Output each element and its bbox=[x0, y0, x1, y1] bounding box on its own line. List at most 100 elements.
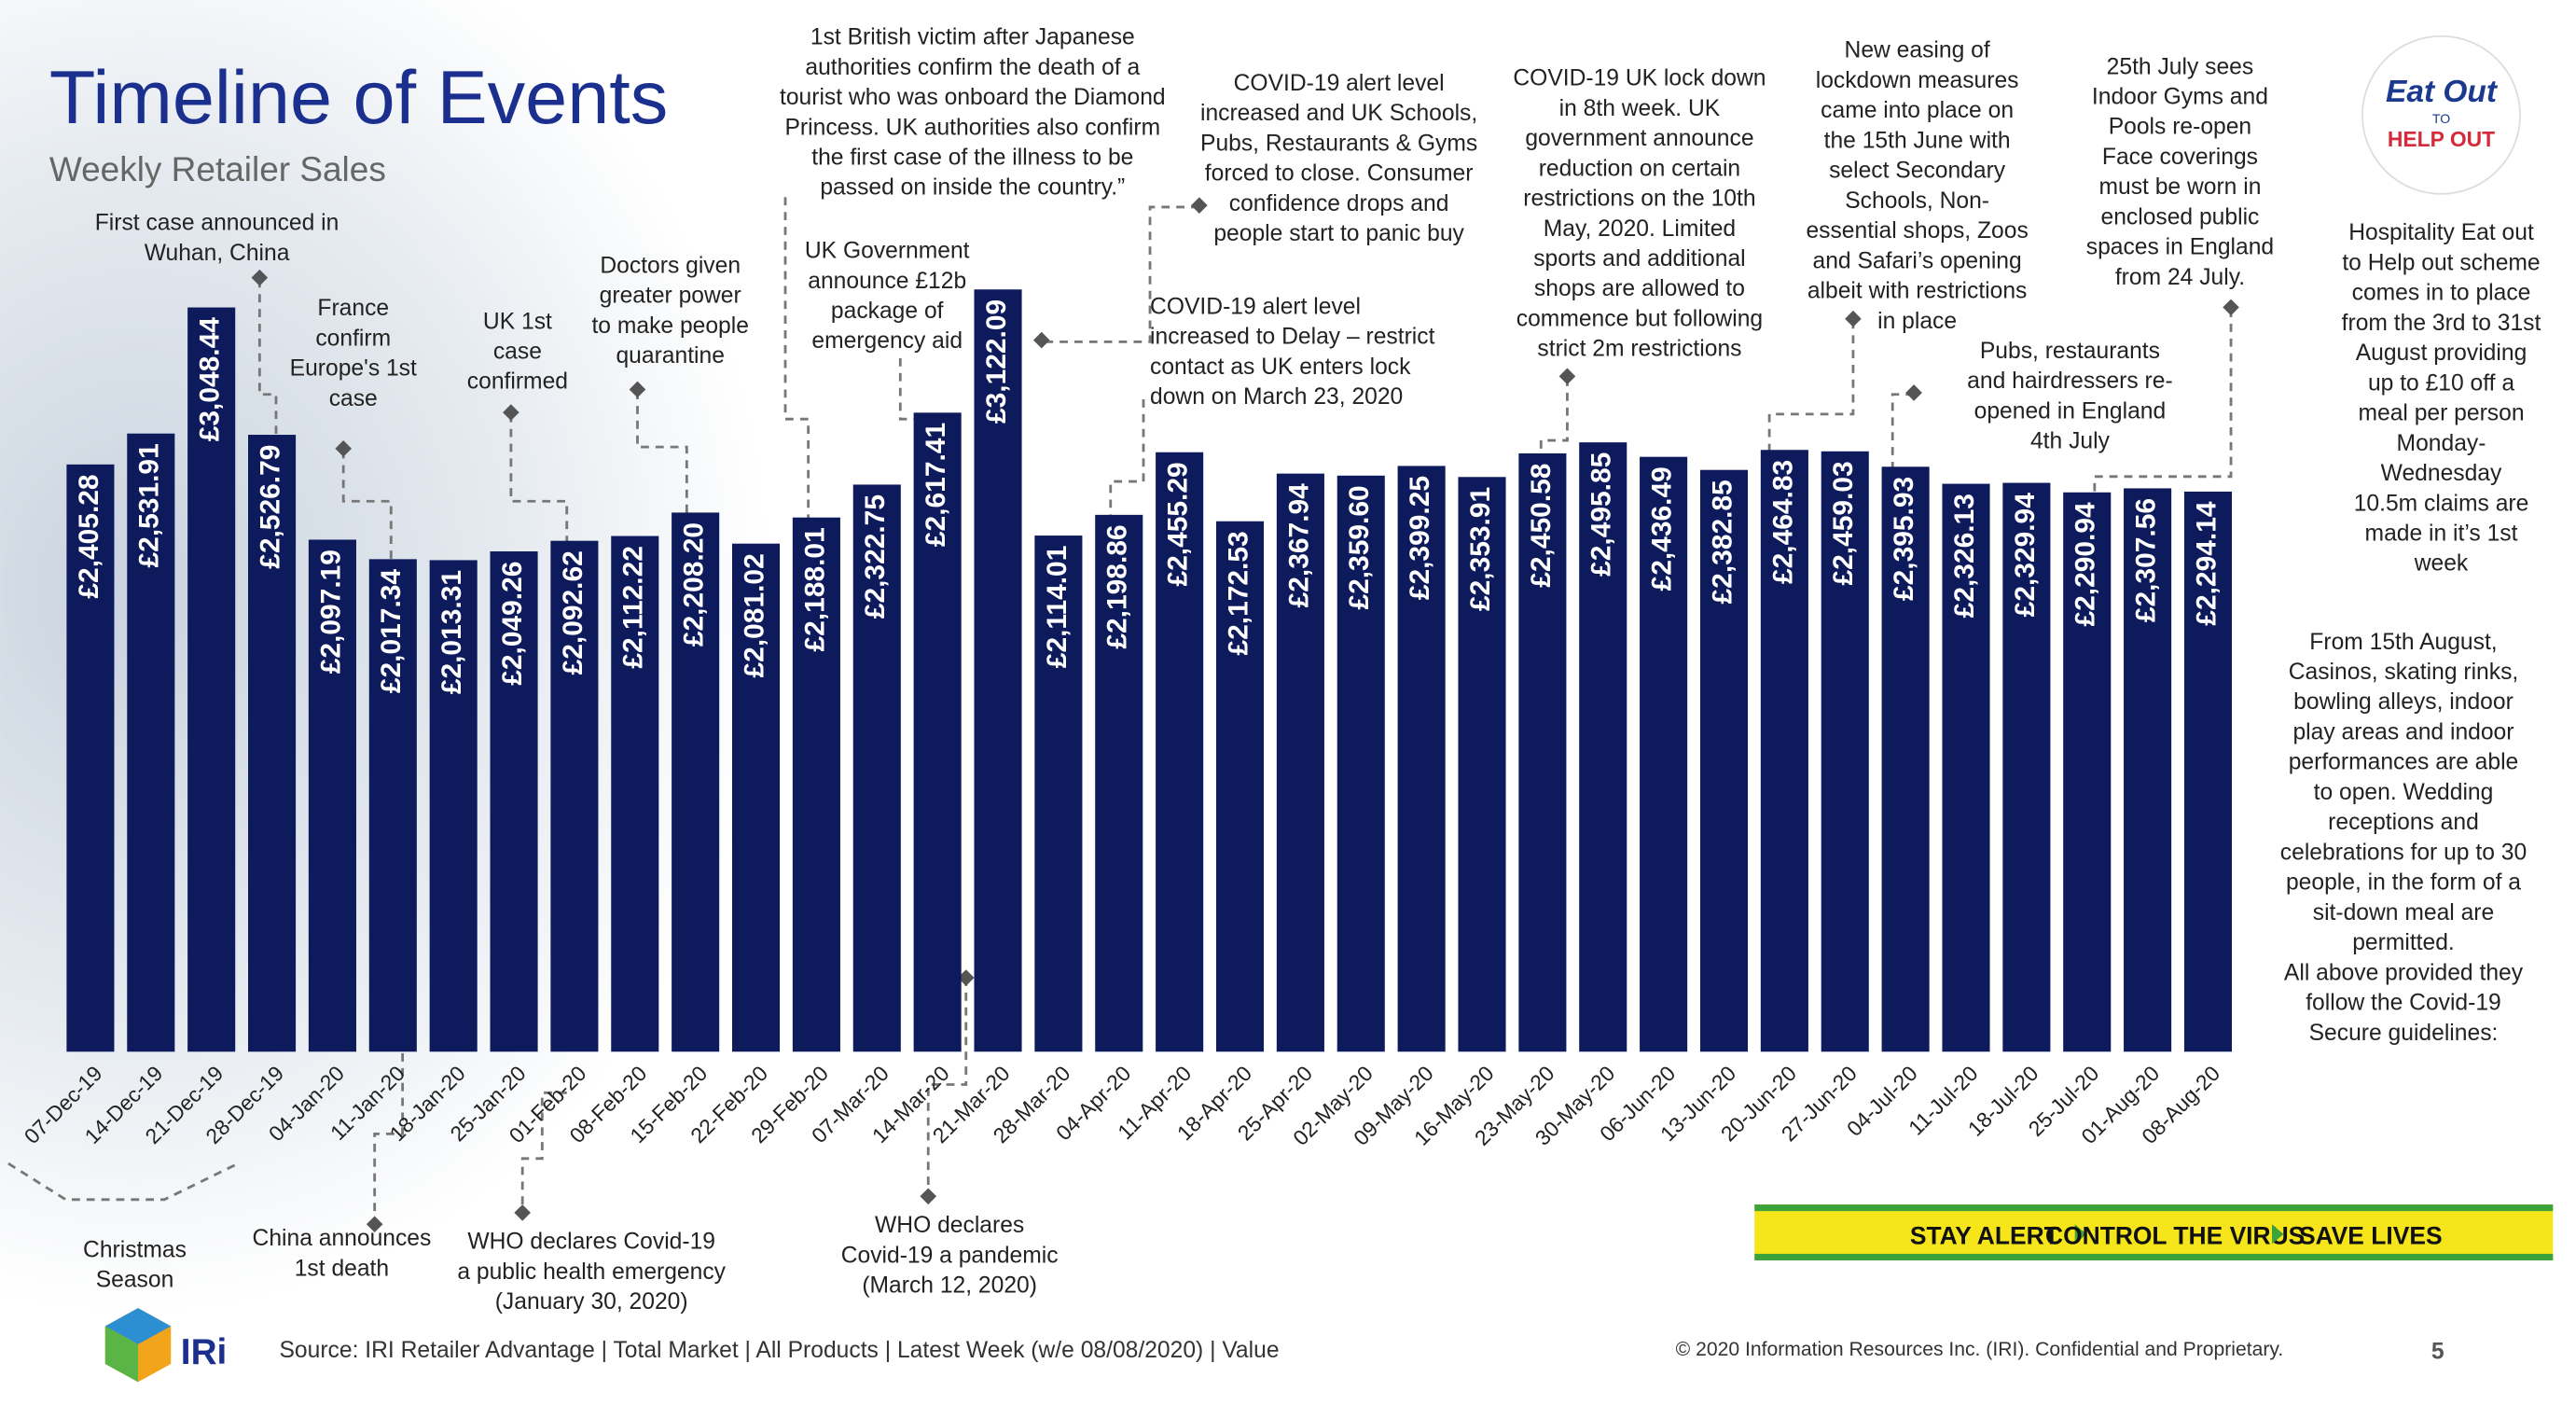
bar bbox=[1760, 450, 1808, 1052]
annotation-line: commence but following bbox=[1517, 306, 1763, 331]
copyright: © 2020 Information Resources Inc. (IRI).… bbox=[1676, 1339, 2284, 1360]
banner-text: STAY ALERT bbox=[1910, 1221, 2059, 1249]
bar bbox=[248, 435, 297, 1052]
bar bbox=[1034, 536, 1083, 1052]
annotation-line: (March 12, 2020) bbox=[862, 1273, 1037, 1299]
banner: STAY ALERT CONTROL THE VIRUS SAVE LIVES bbox=[1754, 1204, 2554, 1260]
value-label: £2,017.34 bbox=[376, 569, 407, 694]
value-label: £2,013.31 bbox=[436, 570, 467, 694]
annotation-line: (January 30, 2020) bbox=[495, 1289, 688, 1315]
annotation-line: essential shops, Zoos bbox=[1806, 218, 2028, 243]
bar bbox=[1156, 452, 1204, 1052]
value-label: £2,307.56 bbox=[2131, 498, 2162, 622]
value-label: £2,112.22 bbox=[618, 546, 649, 669]
bar bbox=[187, 307, 236, 1052]
annotation-line: reduction on certain bbox=[1539, 156, 1740, 181]
bar bbox=[792, 517, 840, 1052]
bar bbox=[731, 543, 781, 1052]
annotation-line: from the 3rd to 31st bbox=[2342, 311, 2541, 336]
value-label: £3,048.44 bbox=[195, 317, 226, 442]
bar bbox=[429, 560, 478, 1052]
annotation-line: Wednesday bbox=[2381, 461, 2502, 486]
annotation-line: strict 2m restrictions bbox=[1537, 337, 1741, 362]
badge-text: HELP OUT bbox=[2388, 127, 2495, 151]
bar bbox=[2002, 482, 2051, 1052]
value-label: £2,208.20 bbox=[679, 522, 710, 647]
bar bbox=[1881, 466, 1930, 1052]
annotation-line: and hairdressers re- bbox=[1967, 369, 2173, 394]
annotation-line: play areas and indoor bbox=[2292, 719, 2514, 744]
badge-text: Eat Out bbox=[2386, 75, 2499, 109]
annotation-line: enclosed public bbox=[2101, 204, 2260, 230]
value-label: £2,081.02 bbox=[739, 553, 769, 677]
bar bbox=[1579, 442, 1627, 1052]
annotation-line: Pubs, restaurants bbox=[1980, 339, 2160, 364]
source: Source: IRI Retailer Advantage | Total M… bbox=[279, 1338, 1279, 1363]
bar bbox=[2124, 488, 2172, 1052]
value-label: £2,436.49 bbox=[1647, 466, 1678, 591]
badge: Eat Out TO HELP OUT bbox=[2361, 35, 2521, 195]
value-label: £2,329.94 bbox=[2010, 493, 2041, 618]
annotation-line: albeit with restrictions bbox=[1807, 279, 2028, 304]
annotation-line: France bbox=[317, 296, 389, 321]
annotation-line: May, 2020. Limited bbox=[1544, 216, 1736, 242]
annotation-line: UK 1st bbox=[483, 309, 552, 334]
annotation-line: down on March 23, 2020 bbox=[1150, 384, 1403, 410]
value-label: £2,526.79 bbox=[255, 445, 285, 569]
annotation-line: First case announced in bbox=[95, 211, 339, 236]
annotation-line: All above provided they bbox=[2284, 960, 2524, 985]
annotation-line: people, in the form of a bbox=[2286, 870, 2521, 896]
value-label: £2,322.75 bbox=[860, 494, 891, 619]
annotation-line: people start to panic buy bbox=[1213, 221, 1464, 246]
value-label: £2,353.91 bbox=[1465, 487, 1496, 611]
subtitle: Weekly Retailer Sales bbox=[49, 150, 386, 188]
value-label: £2,617.41 bbox=[921, 423, 951, 547]
annotation-line: 1st death bbox=[295, 1256, 389, 1281]
annotation-line: tourist who was onboard the Diamond bbox=[780, 85, 1166, 110]
annotation-line: made in it’s 1st bbox=[2365, 522, 2518, 547]
value-label: £2,092.62 bbox=[558, 550, 589, 675]
bar bbox=[672, 512, 720, 1052]
annotation-line: 10.5m claims are bbox=[2354, 491, 2529, 516]
annotation-line: 1st British victim after Japanese bbox=[810, 25, 1135, 50]
bar bbox=[1640, 456, 1688, 1052]
value-label: £2,294.14 bbox=[2191, 501, 2222, 626]
annotation-line: government announce bbox=[1525, 126, 1753, 151]
annotation-line: restrictions on the 10th bbox=[1523, 187, 1755, 212]
bar bbox=[974, 289, 1022, 1052]
bar bbox=[1276, 473, 1324, 1052]
bar bbox=[611, 536, 659, 1052]
value-label: £2,405.28 bbox=[74, 474, 104, 598]
value-label: £2,464.83 bbox=[1767, 460, 1798, 584]
bar bbox=[2063, 492, 2112, 1052]
annotation-line: Indoor Gyms and bbox=[2092, 84, 2268, 109]
annotation-line: performances are able bbox=[2289, 750, 2519, 775]
value-label: £2,114.01 bbox=[1042, 546, 1073, 669]
bar bbox=[127, 433, 175, 1052]
annotation-line: case bbox=[493, 340, 542, 365]
bar bbox=[1699, 469, 1749, 1052]
annotation-line: contact as UK enters lock bbox=[1150, 355, 1411, 380]
bar bbox=[852, 484, 901, 1052]
annotation-line: UK Government bbox=[805, 239, 970, 264]
annotation-line: shops are allowed to bbox=[1534, 276, 1745, 301]
value-label: £2,395.93 bbox=[1889, 477, 1919, 601]
annotation-line: COVID-19 alert level bbox=[1234, 71, 1445, 96]
annotation-line: the 15th June with bbox=[1824, 128, 2011, 153]
value-label: £2,359.60 bbox=[1344, 485, 1375, 609]
bar bbox=[66, 464, 115, 1052]
value-label: £2,455.29 bbox=[1163, 462, 1194, 586]
annotation-line: Casinos, skating rinks, bbox=[2289, 660, 2519, 685]
value-label: £2,531.91 bbox=[134, 443, 165, 567]
annotation-line: from 24 July. bbox=[2115, 265, 2245, 290]
annotation-line: to Help out scheme bbox=[2342, 250, 2540, 275]
annotation-line: Hospitality Eat out bbox=[2348, 220, 2534, 245]
annotation-line: August providing bbox=[2356, 341, 2528, 366]
annotation-line: COVID-19 alert level bbox=[1150, 294, 1361, 319]
annotation-line: passed on inside the country.” bbox=[820, 175, 1125, 201]
bar bbox=[1518, 452, 1567, 1052]
annotation-line: and Safari’s opening bbox=[1813, 248, 2022, 273]
value-label: £2,097.19 bbox=[315, 549, 346, 674]
value-label: £2,382.85 bbox=[1707, 480, 1738, 604]
